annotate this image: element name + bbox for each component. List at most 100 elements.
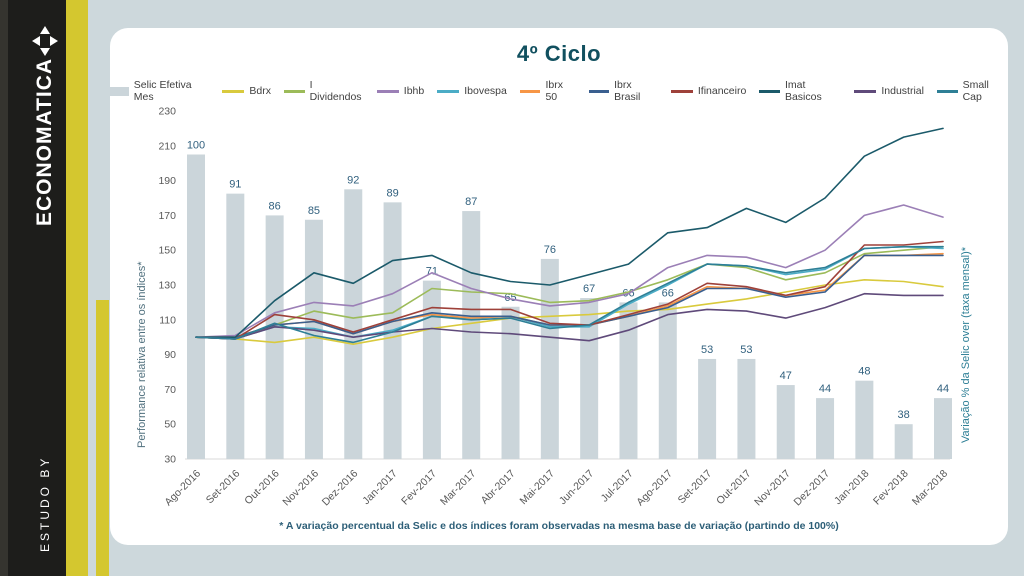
legend-item-ibhb: Ibhb (376, 85, 425, 97)
bar-Set-2016 (226, 193, 245, 459)
brand-wordmark: ECONOMATICA (33, 58, 56, 227)
legend-item-ibrx-50: Ibrx 50 (519, 79, 576, 103)
bar-Set-2017 (698, 358, 717, 459)
legend-label: Selic Efetiva Mes (133, 79, 192, 103)
bar-Jul-2017 (619, 302, 638, 459)
line-swatch-icon (670, 89, 693, 93)
legend-label: Ibhb (403, 85, 425, 97)
line-swatch-icon (437, 89, 460, 93)
x-tick-Jun-2017: Jun-2017 (557, 468, 597, 508)
bar-label-Jan-2018: 48 (858, 366, 870, 378)
x-tick-Set-2016: Set-2016 (204, 468, 243, 507)
bar-Dez-2016 (344, 189, 363, 460)
line-ibhb (195, 204, 944, 339)
line-swatch-icon (936, 89, 958, 93)
bar-label-Dez-2016: 92 (347, 174, 359, 186)
legend-item-selic-efetiva-mes: Selic Efetiva Mes (110, 79, 209, 103)
line-ibrx-brasil (195, 254, 944, 339)
left-axis-title: Performance relativa entre os índices* (136, 261, 148, 448)
line-swatch-icon (283, 89, 305, 93)
y-tick-30: 30 (164, 454, 176, 466)
bar-Out-2017 (737, 358, 756, 459)
legend-item-ibovespa: Ibovespa (437, 85, 507, 97)
line-swatch-icon (222, 89, 245, 93)
line-swatch-icon (759, 89, 780, 93)
y-tick-90: 90 (164, 349, 176, 361)
chart-legend: Selic Efetiva Mes Bdrx I Dividendos Ibhb Ibo… (110, 79, 1008, 103)
y-tick-210: 210 (158, 140, 176, 152)
bar-Mai-2017 (540, 258, 559, 459)
bar-Nov-2016 (304, 219, 323, 459)
line-swatch-icon (854, 89, 877, 93)
bar-label-Dez-2017: 44 (819, 383, 831, 395)
y-tick-230: 230 (158, 106, 176, 118)
line-i-dividendos (195, 245, 944, 340)
economatica-arrows-icon (32, 26, 58, 56)
bar-label-Set-2016: 91 (229, 179, 241, 191)
x-tick-Mai-2017: Mai-2017 (518, 468, 558, 508)
bar-Mar-2017 (462, 211, 481, 459)
legend-label: Imat Basicos (784, 79, 822, 103)
x-tick-Ago-2016: Ago-2016 (162, 468, 203, 509)
line-industrial (195, 292, 944, 342)
bar-Mar-2018 (934, 398, 952, 459)
estudo-by-label: ESTUDO BY (38, 455, 52, 552)
bar-label-Ago-2017: 66 (662, 287, 674, 299)
x-tick-Out-2017: Out-2017 (714, 468, 754, 508)
bar-Dez-2017 (816, 398, 835, 459)
bar-label-Mar-2018: 44 (937, 383, 949, 395)
chart-footnote: * A variação percentual da Selic e dos í… (279, 520, 839, 532)
yellow-stripe-secondary (96, 300, 109, 576)
x-tick-Mar-2017: Mar-2017 (438, 468, 478, 508)
bar-label-Nov-2016: 85 (308, 205, 320, 217)
bar-swatch-icon (110, 86, 129, 96)
y-tick-130: 130 (158, 280, 176, 292)
x-tick-Nov-2016: Nov-2016 (280, 468, 321, 509)
x-tick-Ago-2017: Ago-2017 (634, 468, 675, 509)
line-swatch-icon (376, 89, 399, 93)
x-tick-Fev-2017: Fev-2017 (399, 468, 439, 508)
legend-label: Industrial (881, 85, 924, 97)
bar-Ago-2016 (187, 154, 205, 459)
y-tick-150: 150 (158, 245, 176, 257)
left-edge-strip (0, 0, 8, 576)
bar-label-Out-2017: 53 (740, 344, 752, 356)
x-tick-Jul-2017: Jul-2017 (599, 468, 636, 505)
legend-label: I Dividendos (309, 79, 362, 103)
bar-Jun-2017 (580, 298, 599, 459)
x-tick-Dez-2017: Dez-2017 (791, 468, 832, 509)
line-imat-basicos (195, 127, 944, 339)
bar-Ago-2017 (658, 302, 677, 459)
line-small-cap (195, 245, 944, 344)
legend-label: Ifinanceiro (697, 85, 747, 97)
x-tick-Set-2017: Set-2017 (676, 468, 715, 507)
bar-Fev-2018 (894, 424, 913, 459)
bar-label-Set-2017: 53 (701, 344, 713, 356)
legend-item-industrial: Industrial (854, 85, 924, 97)
chart-card: 230 210 190 170 150 130 110 90 70 50 30 100 91 86 85 92… (110, 28, 1008, 545)
bar-Out-2016 (265, 215, 284, 459)
bar-Jan-2018 (855, 380, 874, 459)
legend-label: Ibovespa (464, 85, 507, 97)
legend-item-imat-basicos: Imat Basicos (759, 79, 841, 103)
bar-Abr-2017 (501, 306, 520, 459)
bar-label-Mai-2017: 76 (544, 244, 556, 256)
legend-item-i-dividendos: I Dividendos (283, 79, 364, 103)
bar-label-Out-2016: 86 (269, 200, 281, 212)
legend-item-ibrx-brasil: Ibrx Brasil (588, 79, 658, 103)
bar-label-Ago-2016: 100 (187, 140, 205, 152)
chart-title: 4º Ciclo (516, 41, 602, 66)
line-swatch-icon (588, 89, 610, 93)
bar-Nov-2017 (776, 385, 795, 459)
line-bdrx (195, 279, 944, 346)
legend-label: Bdrx (249, 85, 271, 97)
x-tick-Mar-2018: Mar-2018 (910, 468, 950, 508)
legend-label: Small Cap (962, 79, 989, 103)
yellow-stripe-primary (66, 0, 88, 576)
y-tick-110: 110 (159, 314, 176, 326)
bar-label-Fev-2018: 38 (898, 409, 910, 421)
x-tick-Jan-2018: Jan-2018 (832, 468, 872, 508)
x-tick-Nov-2017: Nov-2017 (752, 468, 793, 509)
legend-label: Ibrx 50 (545, 79, 563, 103)
